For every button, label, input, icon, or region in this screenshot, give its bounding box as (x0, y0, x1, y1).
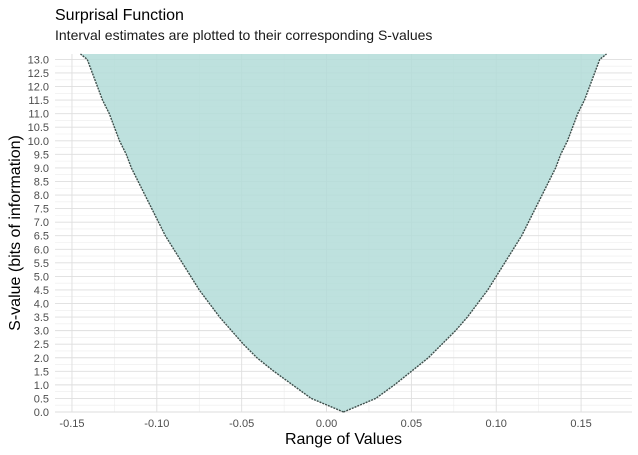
y-tick-label: 7.0 (34, 217, 49, 229)
upper-bound-curve (343, 53, 607, 413)
y-tick-label: 6.5 (34, 231, 49, 243)
x-tick-label: 0.10 (486, 418, 507, 430)
area-layer (80, 53, 607, 413)
y-tick-label: 3.5 (34, 312, 49, 324)
x-tick-label: 0.05 (401, 418, 422, 430)
y-tick-label: 12.5 (28, 68, 49, 80)
x-tick-label: 0.15 (570, 418, 591, 430)
y-tick-label: 2.0 (34, 353, 49, 365)
y-tick-label: 1.0 (34, 380, 49, 392)
x-tick-label: -0.05 (229, 418, 254, 430)
lower-bound-curve (80, 53, 344, 413)
chart-subtitle: Interval estimates are plotted to their … (55, 27, 432, 43)
x-tick-label: -0.10 (144, 418, 169, 430)
y-tick-label: 5.0 (34, 271, 49, 283)
y-tick-label: 4.0 (34, 299, 49, 311)
surprisal-area (80, 54, 607, 412)
x-axis-title: Range of Values (285, 431, 402, 448)
x-tick-label: -0.15 (59, 418, 84, 430)
y-axis-title: S-value (bits of information) (7, 135, 24, 331)
chart-title: Surprisal Function (55, 7, 184, 24)
y-tick-label: 3.0 (34, 326, 49, 338)
y-tick-label: 10.5 (28, 122, 49, 134)
y-tick-label: 8.0 (34, 190, 49, 202)
y-tick-label: 0.5 (34, 393, 49, 405)
y-tick-label: 1.5 (34, 366, 49, 378)
y-tick-label: 6.0 (34, 244, 49, 256)
y-tick-label: 12.0 (28, 82, 49, 94)
y-tick-label: 13.0 (28, 54, 49, 66)
y-tick-label: 11.0 (28, 109, 49, 121)
x-axis-ticks: -0.15 -0.10 -0.05 0.00 0.05 0.10 0.15 (59, 418, 591, 430)
y-tick-label: 7.5 (34, 204, 49, 216)
y-tick-label: 2.5 (34, 339, 49, 351)
y-tick-label: 4.5 (34, 285, 49, 297)
y-tick-label: 0.0 (34, 407, 49, 419)
y-tick-label: 8.5 (34, 176, 49, 188)
x-tick-label: 0.00 (316, 418, 337, 430)
y-tick-label: 9.5 (34, 149, 49, 161)
y-tick-label: 11.5 (28, 95, 49, 107)
y-tick-label: 9.0 (34, 163, 49, 175)
y-tick-label: 10.0 (28, 136, 49, 148)
y-axis-ticks: 0.0 0.51.0 1.52.0 2.53.0 3.54.0 4.5 5.05.5 6.06… (28, 54, 49, 419)
y-tick-label: 5.5 (34, 258, 49, 270)
